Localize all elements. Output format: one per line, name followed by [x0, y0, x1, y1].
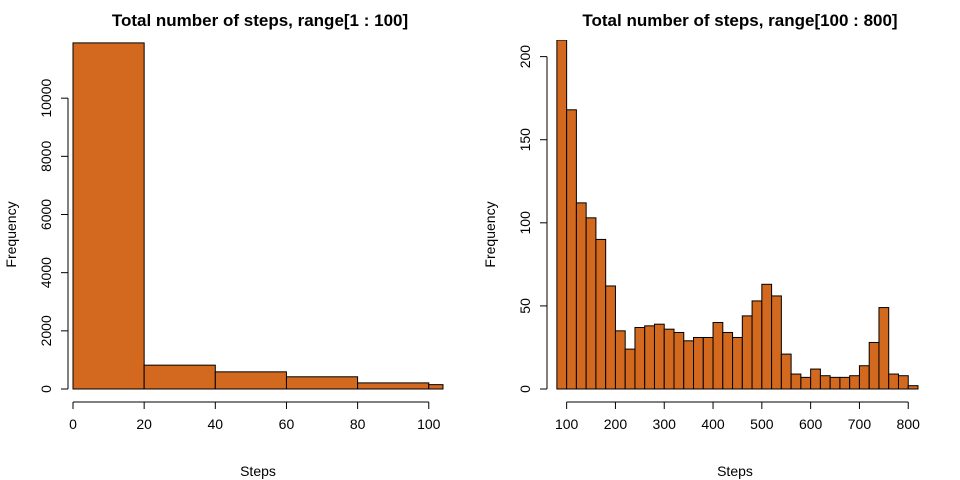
x-tick-label: 200: [604, 416, 628, 432]
bars: [72, 42, 444, 390]
bar-0: [556, 40, 568, 390]
bar-0: [72, 42, 145, 390]
bar-5: [605, 285, 616, 390]
chart-title: Total number of steps, range[100 : 800]: [582, 11, 897, 30]
bar-27: [819, 375, 831, 390]
bar-18: [732, 336, 743, 390]
bar-33: [878, 307, 890, 390]
bar-7: [624, 348, 636, 390]
chart-panel-2: Total number of steps, range[100 : 800] 1…: [482, 11, 920, 479]
x-tick-label: 20: [136, 416, 152, 432]
bar-24: [790, 373, 802, 390]
bar-16: [712, 322, 724, 390]
y-tick-label: 50: [517, 298, 533, 314]
bar-14: [693, 336, 704, 390]
y-tick-label: 8000: [38, 141, 54, 172]
chart-title: Total number of steps, range[1 : 100]: [112, 11, 408, 30]
x-tick-label: 40: [208, 416, 224, 432]
bar-1: [143, 364, 216, 390]
x-tick-label: 100: [555, 416, 579, 432]
bar-20: [751, 300, 763, 390]
bar-17: [722, 331, 734, 390]
bar-31: [858, 365, 870, 390]
y-tick-label: 100: [517, 211, 533, 235]
bar-2: [214, 371, 287, 390]
bar-6: [614, 330, 626, 390]
x-axis-label: Steps: [240, 463, 276, 479]
bar-2: [575, 202, 587, 390]
y-tick-label: 0: [38, 385, 54, 393]
bar-19: [741, 315, 753, 390]
bar-3: [285, 376, 359, 390]
bar-29: [839, 376, 851, 390]
chart-panel-1: Total number of steps, range[1 : 100] 0 20…: [3, 11, 444, 479]
bars: [556, 40, 919, 390]
bar-8: [634, 327, 646, 390]
y-tick-label: 150: [517, 128, 533, 152]
x-tick-label: 300: [653, 416, 677, 432]
bar-30: [849, 375, 860, 390]
y-tick-label: 4000: [38, 257, 54, 288]
x-axis-label: Steps: [717, 463, 753, 479]
bar-4: [595, 238, 607, 390]
bar-15: [702, 336, 714, 390]
bar-36: [907, 385, 919, 390]
x-tick-label: 700: [848, 416, 872, 432]
bar-32: [868, 341, 880, 390]
y-tick-label: 200: [517, 45, 533, 69]
bar-3: [585, 217, 597, 390]
y-axis-label: Frequency: [3, 201, 19, 267]
bar-34: [888, 373, 899, 390]
bar-22: [771, 295, 782, 390]
y-tick-label: 0: [517, 385, 533, 393]
bar-1: [566, 109, 577, 390]
bar-25: [800, 376, 812, 390]
x-tick-label: 0: [69, 416, 77, 432]
x-tick-label: 100: [417, 416, 441, 432]
x-tick-label: 400: [701, 416, 725, 432]
bar-28: [829, 376, 841, 390]
bar-9: [644, 325, 655, 390]
bar-35: [897, 375, 909, 390]
y-tick-label: 2000: [38, 315, 54, 346]
bar-5: [428, 384, 444, 390]
x-tick-label: 500: [750, 416, 774, 432]
bar-23: [780, 353, 792, 390]
bar-12: [673, 331, 685, 390]
y-tick-label: 6000: [38, 199, 54, 230]
x-tick-label: 80: [350, 416, 366, 432]
bar-13: [683, 340, 695, 390]
bar-4: [357, 382, 430, 390]
x-tick-label: 600: [799, 416, 823, 432]
bar-26: [810, 368, 821, 390]
bar-10: [653, 323, 665, 390]
bar-21: [761, 283, 773, 390]
x-tick-label: 800: [897, 416, 921, 432]
bar-11: [663, 328, 675, 390]
y-tick-label: 10000: [38, 78, 54, 117]
y-axis-label: Frequency: [482, 201, 498, 267]
x-tick-label: 60: [279, 416, 295, 432]
